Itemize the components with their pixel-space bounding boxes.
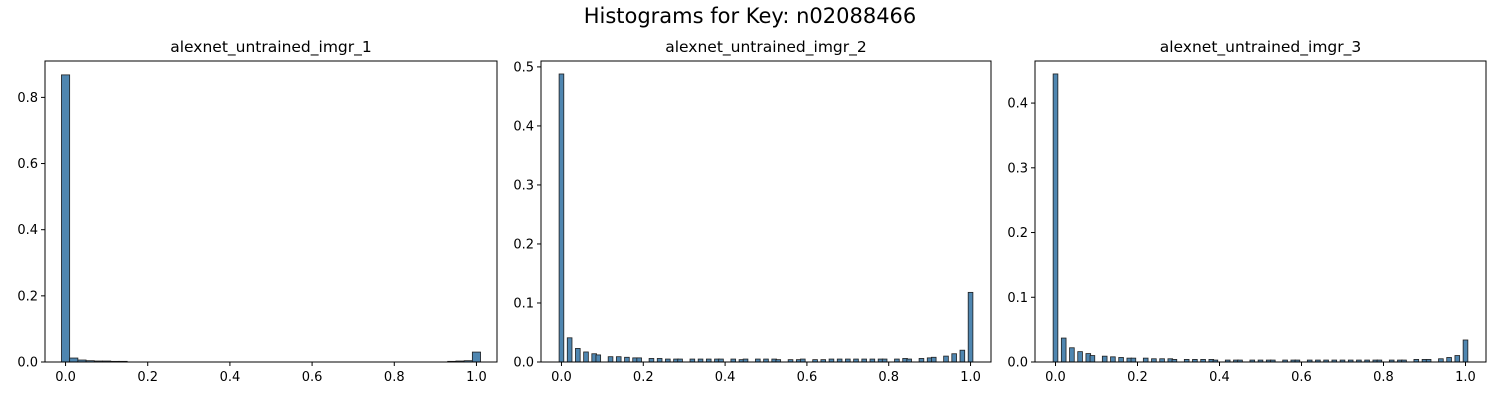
histogram-panel-3: 0.0 0.2 0.4 0.6 0.8 1.0 0.0 0.1 0.2 0.3 0.4 alexnet… (1007, 38, 1487, 385)
histogram-bar (951, 353, 957, 363)
x-tick-label: 0.6 (1291, 370, 1312, 385)
figure-title: Histograms for Key: n02088466 (583, 4, 917, 28)
histogram-bar (959, 349, 966, 363)
histogram-bar (648, 358, 655, 363)
histogram-bar (1446, 357, 1452, 363)
y-tick-label: 0.5 (513, 60, 534, 75)
histogram-bar (1052, 73, 1059, 363)
y-tick-label: 0.2 (1007, 226, 1028, 241)
x-tick-label: 0.6 (302, 370, 323, 385)
x-tick-label: 0.2 (633, 370, 654, 385)
y-tick-label: 0.6 (17, 157, 38, 172)
x-tick-label: 0.2 (1127, 370, 1148, 385)
histogram-bar (1142, 357, 1149, 363)
y-tick-label: 0.4 (513, 119, 534, 134)
histogram-bar (566, 337, 573, 363)
histogram-bar (943, 355, 949, 363)
x-tick-label: 0.8 (384, 370, 405, 385)
y-tick-label: 0.4 (17, 223, 38, 238)
y-tick-label: 0.1 (513, 296, 534, 311)
histogram-bar (1069, 347, 1075, 363)
histogram-bar (1462, 339, 1469, 363)
panel-title: alexnet_untrained_imgr_3 (1160, 38, 1362, 57)
x-tick-label: 0.4 (715, 370, 736, 385)
x-tick-label: 1.0 (960, 370, 981, 385)
histogram-bar (930, 356, 937, 363)
histogram-bar (918, 358, 925, 363)
y-tick-label: 0.2 (513, 237, 534, 252)
histogram-bar (1110, 356, 1116, 363)
panel-title: alexnet_untrained_imgr_1 (170, 38, 372, 57)
histogram-bar (61, 74, 71, 363)
x-tick-label: 0.6 (797, 370, 818, 385)
histogram-bar (558, 73, 565, 363)
histogram-bar (607, 356, 614, 363)
panel-title: alexnet_untrained_imgr_2 (665, 38, 867, 57)
x-tick-label: 1.0 (1455, 370, 1476, 385)
histogram-bar (624, 356, 630, 363)
histogram-bar (656, 358, 663, 363)
histogram-bar (575, 348, 581, 363)
y-tick-label: 0.1 (1007, 291, 1028, 306)
y-tick-label: 0.3 (513, 178, 534, 193)
histogram-bar (595, 354, 602, 363)
histogram-bar (1101, 355, 1108, 363)
histogram-bar (1130, 357, 1137, 363)
x-tick-label: 0.8 (1373, 370, 1394, 385)
y-tick-label: 0.8 (17, 91, 38, 106)
x-tick-label: 0.0 (55, 370, 76, 385)
y-tick-label: 0.2 (17, 289, 38, 304)
y-tick-label: 0.0 (17, 356, 38, 371)
y-tick-label: 0.0 (513, 356, 534, 371)
x-tick-label: 0.2 (137, 370, 158, 385)
histogram-panel-1: 0.0 0.2 0.4 0.6 0.8 1.0 0.0 0.2 0.4 0.6 0.8 alexnet… (17, 38, 498, 385)
x-tick-label: 0.4 (220, 370, 241, 385)
histogram-bar (69, 357, 79, 363)
histogram-panel-2: 0.0 0.2 0.4 0.6 0.8 1.0 0.0 0.1 0.2 0.3 0.4 0.5 alex… (513, 38, 992, 385)
x-tick-label: 1.0 (466, 370, 487, 385)
histogram-bar (1454, 355, 1461, 363)
histogram-bar (615, 356, 622, 363)
y-tick-label: 0.4 (1007, 97, 1028, 112)
x-tick-label: 0.8 (878, 370, 899, 385)
y-tick-label: 0.0 (1007, 356, 1028, 371)
histogram-bar (967, 291, 974, 363)
axes-frame (540, 60, 992, 363)
histogram-bar (1077, 351, 1083, 363)
axes-frame (1034, 60, 1487, 363)
histogram-bar (1118, 357, 1124, 363)
x-tick-label: 0.4 (1209, 370, 1230, 385)
histogram-bar (636, 357, 642, 363)
x-tick-label: 0.0 (551, 370, 572, 385)
histogram-bar (471, 351, 481, 363)
y-tick-label: 0.3 (1007, 161, 1028, 176)
x-tick-label: 0.0 (1045, 370, 1066, 385)
histogram-bar (1089, 355, 1096, 363)
axes-frame (44, 60, 498, 363)
histogram-bar (1060, 337, 1067, 363)
histogram-bar (583, 351, 589, 363)
